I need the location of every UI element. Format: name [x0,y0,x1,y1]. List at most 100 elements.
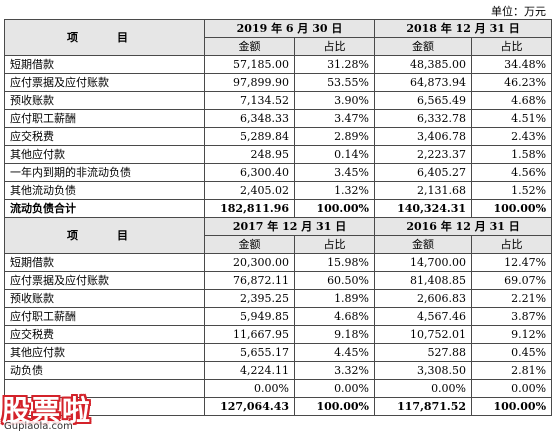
row-label: 应付职工薪酬 [4,109,205,128]
row-label: 应交税费 [4,127,205,146]
ratio-cell: 2.89% [293,127,376,146]
amount-cell: 4,224.11 [204,361,295,380]
ratio-cell: 100.00% [471,397,553,416]
amount-cell: 2,606.83 [374,289,473,308]
ratio-cell: 15.98% [293,253,376,272]
table-row: 动负债 4,224.11 3.32% 3,308.50 2.81% [4,361,553,380]
amount-cell: 10,752.01 [374,325,473,344]
amount-cell: 4,567.46 [374,307,473,326]
row-label: 其他应付款 [4,343,205,362]
total-row: 127,064.43 100.00% 117,871.52 100.00% [4,397,553,416]
item-header: 项 目 [4,19,205,56]
ratio-cell: 1.32% [293,181,376,200]
amount-cell: 3,308.50 [374,361,473,380]
row-label: 应交税费 [4,325,205,344]
liabilities-table: 项 目 2019 年 6 月 30 日 2018 年 12 月 31 日金额 占比 金额… [4,19,553,416]
table-row: 其他流动负债 2,405.02 1.32% 2,131.68 1.52% [4,181,553,200]
amount-cell: 0.00% [204,379,295,398]
ratio-cell: 53.55% [293,73,376,92]
watermark-sub: Gupiaola.com [4,421,73,432]
column-subheader: 占比 [293,235,376,254]
ratio-cell: 100.00% [293,397,376,416]
table-row: 应付票据及应付账款 76,872.11 60.50% 81,408.85 69.07% [4,271,553,290]
table-row: 应交税费 11,667.95 9.18% 10,752.01 9.12% [4,325,553,344]
ratio-cell: 0.45% [471,343,553,362]
table-row: 应交税费 5,289.84 2.89% 3,406.78 2.43% [4,127,553,146]
subheader-row: 金额 占比 金额 占比 [5,37,553,56]
ratio-cell: 4.51% [471,109,553,128]
amount-cell: 20,300.00 [204,253,295,272]
amount-cell: 6,405.27 [374,163,473,182]
amount-cell: 182,811.96 [204,199,295,218]
ratio-cell: 2.43% [471,127,553,146]
ratio-cell: 3.32% [293,361,376,380]
ratio-cell: 4.45% [293,343,376,362]
ratio-cell: 9.12% [471,325,553,344]
ratio-cell: 100.00% [293,199,376,218]
column-subheader: 占比 [471,37,553,56]
ratio-cell: 3.47% [293,109,376,128]
ratio-cell: 3.45% [293,163,376,182]
ratio-cell: 0.00% [293,379,376,398]
column-subheader: 占比 [293,37,376,56]
amount-cell: 2,223.37 [374,145,473,164]
amount-cell: 97,899.90 [204,73,295,92]
amount-cell: 117,871.52 [374,397,473,416]
row-label: 短期借款 [4,253,205,272]
watermark-logo: 股票啦 Gupiaola.com [0,387,125,439]
amount-cell: 11,667.95 [204,325,295,344]
row-label: 一年内到期的非流动负债 [4,163,205,182]
amount-cell: 2,395.25 [204,289,295,308]
row-label: 其他流动负债 [4,181,205,200]
amount-cell: 6,348.33 [204,109,295,128]
ratio-cell: 2.81% [471,361,553,380]
amount-cell: 6,332.78 [374,109,473,128]
ratio-cell: 1.52% [471,181,553,200]
table-row: 短期借款 20,300.00 15.98% 14,700.00 12.47% [4,253,553,272]
ratio-cell: 34.48% [471,55,553,74]
table-row: 一年内到期的非流动负债 6,300.40 3.45% 6,405.27 4.56% [4,163,553,182]
amount-cell: 76,872.11 [204,271,295,290]
table-row: 预收账款 2,395.25 1.89% 2,606.83 2.21% [4,289,553,308]
item-header: 项 目 [4,217,205,254]
ratio-cell: 4.68% [293,307,376,326]
ratio-cell: 0.14% [293,145,376,164]
column-subheader: 金额 [374,37,473,56]
ratio-cell: 46.23% [471,73,553,92]
total-row: 流动负债合计 182,811.96 100.00% 140,324.31 100.00% [4,199,553,218]
ratio-cell: 9.18% [293,325,376,344]
row-label: 短期借款 [4,55,205,74]
amount-cell: 48,385.00 [374,55,473,74]
ratio-cell: 3.87% [471,307,553,326]
amount-cell: 81,408.85 [374,271,473,290]
column-subheader: 占比 [471,235,553,254]
ratio-cell: 1.58% [471,145,553,164]
unit-label: 单位：万元 [491,5,546,18]
amount-cell: 5,949.85 [204,307,295,326]
row-label: 动负债 [4,361,205,380]
amount-cell: 527.88 [374,343,473,362]
ratio-cell: 12.47% [471,253,553,272]
row-label: 应付票据及应付账款 [4,271,205,290]
column-subheader: 金额 [204,37,295,56]
row-label: 应付职工薪酬 [4,307,205,326]
ratio-cell: 1.89% [293,289,376,308]
ratio-cell: 4.68% [471,91,553,110]
column-subheader: 金额 [204,235,295,254]
column-subheader: 金额 [374,235,473,254]
table-row: 应付职工薪酬 6,348.33 3.47% 6,332.78 4.51% [4,109,553,128]
ratio-cell: 2.21% [471,289,553,308]
period-header: 2019 年 6 月 30 日 [203,19,376,38]
row-label: 预收账款 [4,289,205,308]
ratio-cell: 4.56% [471,163,553,182]
amount-cell: 5,289.84 [204,127,295,146]
table-row: 其他应付款 248.95 0.14% 2,223.37 1.58% [4,145,553,164]
amount-cell: 6,565.49 [374,91,473,110]
amount-cell: 127,064.43 [204,397,295,416]
ratio-cell: 69.07% [471,271,553,290]
amount-cell: 14,700.00 [374,253,473,272]
table-row: 应付票据及应付账款 97,899.90 53.55% 64,873.94 46.23% [4,73,553,92]
row-label: 其他应付款 [4,145,205,164]
amount-cell: 6,300.40 [204,163,295,182]
amount-cell: 5,655.17 [204,343,295,362]
